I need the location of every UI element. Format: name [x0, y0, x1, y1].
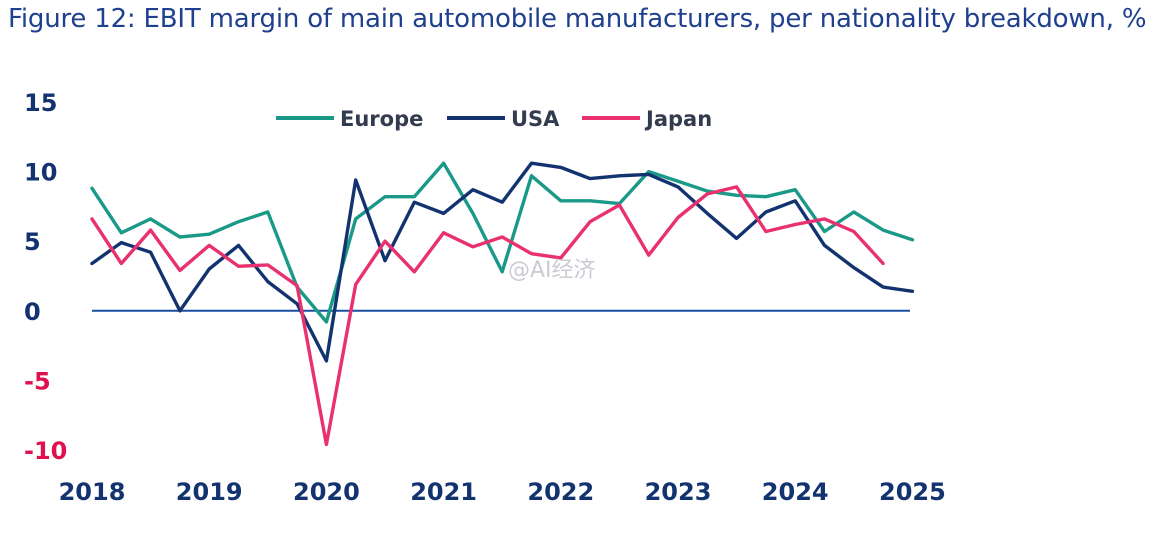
- y-tick--5: -5: [24, 367, 51, 395]
- y-tick-5: 5: [24, 228, 41, 256]
- y-axis-ticks: 15 10 5 0 -5 -10: [24, 89, 67, 465]
- x-tick-2019: 2019: [176, 478, 243, 506]
- x-tick-2022: 2022: [527, 478, 594, 506]
- legend-label-usa: USA: [511, 107, 560, 131]
- x-tick-2025: 2025: [879, 478, 946, 506]
- series-line-japan: [90, 185, 885, 447]
- x-tick-2021: 2021: [410, 478, 477, 506]
- x-tick-2018: 2018: [59, 478, 126, 506]
- series-lines: [90, 161, 915, 447]
- y-tick-15: 15: [24, 89, 57, 117]
- y-tick-10: 10: [24, 159, 57, 187]
- series-line-europe: [90, 161, 915, 324]
- x-tick-2023: 2023: [645, 478, 712, 506]
- watermark-text: @AI经济: [508, 258, 596, 283]
- y-tick--10: -10: [24, 437, 67, 465]
- chart-title: Figure 12: EBIT margin of main automobil…: [8, 4, 1147, 34]
- series-line-usa: [90, 161, 915, 363]
- x-axis-ticks: 2018 2019 2020 2021 2022 2023 2024 2025: [59, 478, 946, 506]
- x-tick-2024: 2024: [762, 478, 829, 506]
- x-tick-2020: 2020: [293, 478, 360, 506]
- legend-label-europe: Europe: [340, 107, 423, 131]
- legend: Europe USA Japan: [276, 107, 712, 131]
- legend-label-japan: Japan: [644, 107, 712, 131]
- y-tick-0: 0: [24, 298, 41, 326]
